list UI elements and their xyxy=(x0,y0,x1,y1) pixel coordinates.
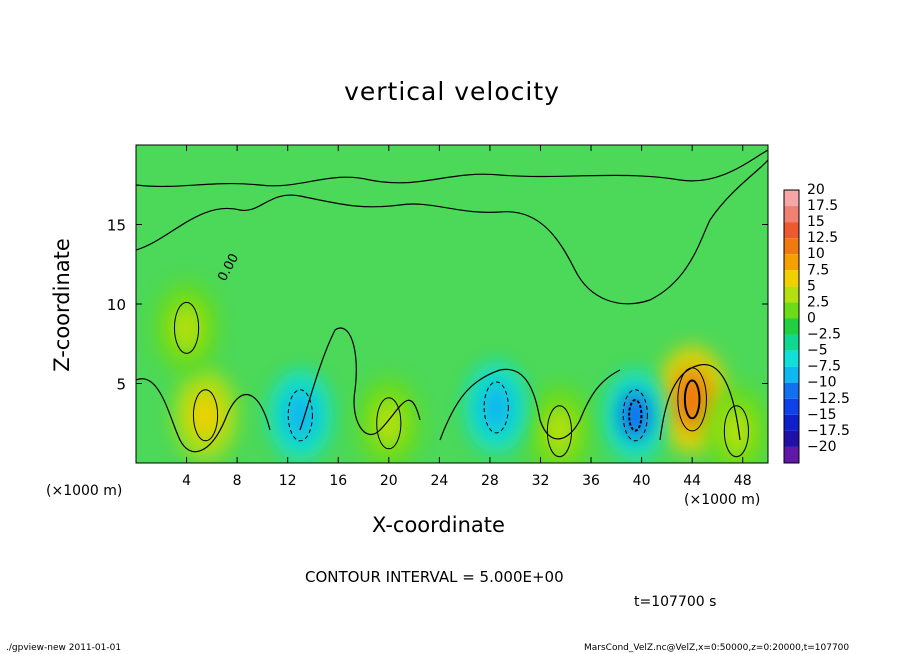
x-axis-unit-right: (×1000 m) xyxy=(684,492,761,508)
colorbar-label-0: 20 xyxy=(807,182,825,198)
colorbar-swatch-11 xyxy=(784,366,799,383)
x-axis-label: X-coordinate xyxy=(372,513,505,537)
updraft-core-2 xyxy=(373,399,405,448)
x-tick-label-0: 4 xyxy=(182,473,191,489)
colorbar-label-4: 10 xyxy=(807,246,825,262)
x-tick-label-9: 40 xyxy=(633,473,651,489)
zero-contour-3 xyxy=(299,327,421,436)
colorbar-swatch-1 xyxy=(784,206,799,223)
colorbar-swatch-4 xyxy=(784,254,799,271)
colorbar-label-7: 2.5 xyxy=(807,294,829,310)
x-tick-label-5: 24 xyxy=(430,473,448,489)
colorbar-swatch-9 xyxy=(784,334,799,351)
colorbar-label-8: 0 xyxy=(807,310,816,326)
updraft-core-1 xyxy=(190,391,221,440)
colorbar-label-14: −15 xyxy=(807,407,837,423)
updraft-contour-2 xyxy=(376,397,402,450)
updraft-core-3 xyxy=(544,407,575,456)
x-tick-label-10: 44 xyxy=(683,473,701,489)
x-axis-unit-left: (×1000 m) xyxy=(46,483,123,499)
footer-left-text: ./gpview-new 2011-01-01 xyxy=(6,643,122,653)
zero-contour-2 xyxy=(136,378,271,453)
colorbar-label-12: −10 xyxy=(807,375,837,391)
downdraft-inner-contour-8 xyxy=(628,399,643,432)
time-stamp: t=107700 s xyxy=(634,594,717,610)
x-tick-label-7: 32 xyxy=(532,473,550,489)
colorbar-label-1: 17.5 xyxy=(807,198,838,214)
downdraft-contour-7 xyxy=(483,381,509,434)
x-tick-label-1: 8 xyxy=(233,473,242,489)
zero-contour-5 xyxy=(659,364,741,441)
colorbar-label-10: −5 xyxy=(807,343,828,359)
downdraft-contour-6 xyxy=(287,389,313,442)
colorbar-label-5: 7.5 xyxy=(807,262,829,278)
updraft-core-4 xyxy=(721,407,752,456)
y-axis-ticks: 5 10 15 xyxy=(107,217,768,394)
updraft-core-0 xyxy=(673,370,711,429)
colorbar-swatch-0 xyxy=(784,190,799,207)
y-tick-label-2: 15 xyxy=(107,217,126,235)
updraft-core-5 xyxy=(171,304,202,352)
colorbar-swatch-14 xyxy=(784,414,799,431)
colorbar-swatch-10 xyxy=(784,350,799,367)
x-tick-label-6: 28 xyxy=(481,473,499,489)
chart-title: vertical velocity xyxy=(344,77,560,106)
updraft-contour-3 xyxy=(546,405,573,458)
colorbar-label-3: 12.5 xyxy=(807,230,838,246)
colorbar-swatch-12 xyxy=(784,382,799,399)
y-tick-label-1: 10 xyxy=(107,296,126,314)
colorbar-label-6: 5 xyxy=(807,278,816,294)
colorbar-label-2: 15 xyxy=(807,214,825,230)
colorbar-swatch-6 xyxy=(784,286,799,303)
updraft-contour-4 xyxy=(723,405,750,458)
zero-contour-0 xyxy=(136,159,768,305)
colorbar-label-15: −17.5 xyxy=(807,423,850,439)
colorbar-swatch-15 xyxy=(784,430,799,447)
x-tick-label-3: 16 xyxy=(329,473,347,489)
colorbar-swatch-3 xyxy=(784,238,799,255)
colorbar-swatch-8 xyxy=(784,318,799,335)
colorbar-label-9: −2.5 xyxy=(807,327,841,343)
updraft-contour-5 xyxy=(173,301,200,354)
zero-contour-4 xyxy=(439,368,621,441)
x-axis-ticks: 4 8 12 16 20 24 28 32 36 40 44 48 xyxy=(182,145,752,489)
y-tick-label-0: 5 xyxy=(116,376,126,394)
updraft-contour-1 xyxy=(192,389,219,442)
colorbar-swatch-7 xyxy=(784,302,799,319)
x-tick-label-8: 36 xyxy=(582,473,600,489)
updraft-inner-contour-0 xyxy=(683,379,701,420)
y-axis-label: Z-coordinate xyxy=(50,238,74,372)
x-tick-label-4: 20 xyxy=(380,473,398,489)
contour-interval-text: CONTOUR INTERVAL = 5.000E+00 xyxy=(305,568,564,586)
colorbar-label-13: −12.5 xyxy=(807,391,850,407)
zero-contour-1 xyxy=(136,149,768,188)
colorbar-label-16: −20 xyxy=(807,439,837,455)
downdraft-contour-8 xyxy=(622,389,648,442)
colorbar-swatch-16 xyxy=(784,446,799,463)
downdraft-core-6 xyxy=(284,391,316,440)
footer-right-text: MarsCond_VelZ.nc@VelZ,x=0:50000,z=0:2000… xyxy=(584,643,850,653)
colorbar-swatch-13 xyxy=(784,398,799,415)
x-tick-label-2: 12 xyxy=(279,473,297,489)
downdraft-core-7 xyxy=(480,383,512,432)
colorbar-swatch-2 xyxy=(784,222,799,239)
velocity-features xyxy=(154,281,768,463)
colorbar-frame xyxy=(783,189,800,464)
contour-lines xyxy=(136,149,768,458)
colorbar-swatch-5 xyxy=(784,270,799,287)
x-tick-label-11: 48 xyxy=(734,473,752,489)
colorbar-label-11: −7.5 xyxy=(807,359,841,375)
downdraft-core-8 xyxy=(619,391,651,440)
colorbar: 2017.51512.5107.552.50−2.5−5−7.5−10−12.5… xyxy=(783,182,850,464)
